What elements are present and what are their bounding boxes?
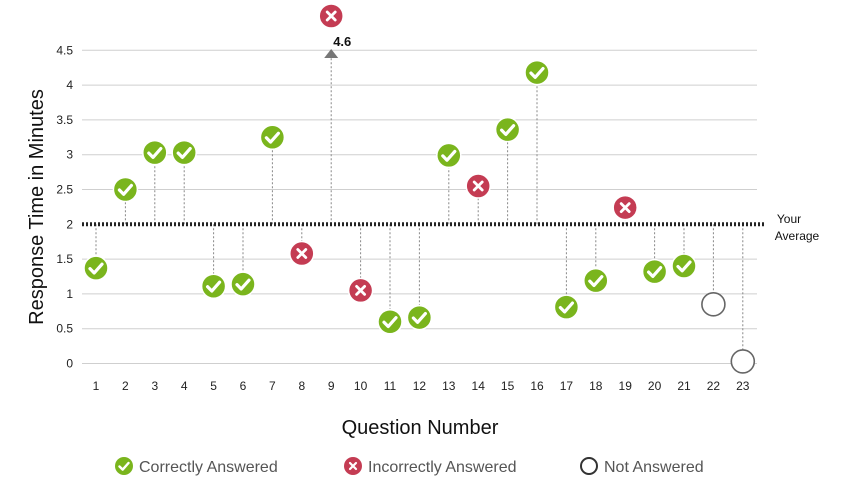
point-q19-x-circle-icon bbox=[612, 194, 638, 221]
x-tick-label: 20 bbox=[648, 379, 662, 393]
point-q4-check-circle-icon bbox=[171, 139, 197, 166]
point-q16-check-circle-icon bbox=[524, 59, 550, 86]
point-q6-check-circle-icon bbox=[230, 271, 256, 297]
y-tick-label: 1.5 bbox=[56, 252, 73, 266]
point-q21-check-circle-icon bbox=[671, 253, 697, 279]
point-q1-check-circle-icon bbox=[83, 255, 109, 281]
overflow-arrow bbox=[324, 49, 339, 58]
point-q22-empty-circle-icon bbox=[701, 292, 726, 317]
point-q7-check-circle-icon bbox=[259, 124, 286, 151]
point-q17-check-circle-icon bbox=[553, 294, 580, 320]
overflow-value-label: 4.6 bbox=[333, 34, 351, 49]
empty-circle-icon bbox=[580, 457, 598, 475]
point-q14-x-circle-icon bbox=[465, 173, 491, 199]
y-tick-label: 4.5 bbox=[56, 43, 73, 57]
point-q12-check-circle-icon bbox=[406, 304, 433, 331]
x-tick-label: 6 bbox=[240, 379, 247, 393]
legend: Correctly Answered Incorrectly Answered No… bbox=[115, 457, 704, 476]
x-tick-label: 1 bbox=[93, 379, 100, 393]
point-q8-x-circle-icon bbox=[289, 240, 315, 267]
x-tick-label: 15 bbox=[501, 379, 515, 393]
point-q20-check-circle-icon bbox=[641, 258, 668, 285]
point-q2-check-circle-icon bbox=[112, 176, 139, 203]
legend-item-correct: Correctly Answered bbox=[115, 457, 278, 476]
x-tick-label: 23 bbox=[736, 379, 750, 393]
x-tick-label: 19 bbox=[619, 379, 633, 393]
x-tick-label: 3 bbox=[151, 379, 158, 393]
legend-label: Not Answered bbox=[604, 459, 704, 476]
point-q10-x-circle-icon bbox=[347, 277, 374, 304]
x-axis-label: Question Number bbox=[342, 417, 499, 439]
point-q11-check-circle-icon bbox=[377, 308, 403, 335]
point-q9-x-circle-icon bbox=[318, 3, 344, 29]
point-q5-check-circle-icon bbox=[200, 273, 227, 299]
y-tick-label: 2.5 bbox=[56, 183, 73, 197]
point-q18-check-circle-icon bbox=[583, 267, 609, 294]
x-tick-label: 8 bbox=[298, 379, 305, 393]
average-label-line1: Your bbox=[777, 212, 801, 226]
y-tick-label: 3 bbox=[66, 148, 73, 162]
point-q3-check-circle-icon bbox=[142, 139, 168, 166]
y-tick-label: 3.5 bbox=[56, 113, 73, 127]
legend-label: Incorrectly Answered bbox=[368, 459, 517, 476]
average-line-group: 4.6 bbox=[82, 34, 765, 227]
x-tick-label: 2 bbox=[122, 379, 129, 393]
legend-item-incorrect: Incorrectly Answered bbox=[344, 457, 517, 476]
y-tick-label: 0 bbox=[66, 357, 73, 371]
legend-label: Correctly Answered bbox=[139, 459, 278, 476]
x-tick-label: 13 bbox=[442, 379, 456, 393]
x-axis-ticks: 1 2 3 4 5 6 7 8 9 10 11 12 13 14 15 16 17 18 19 20 21 22 23 bbox=[93, 379, 750, 393]
x-tick-label: 5 bbox=[210, 379, 217, 393]
y-tick-label: 1 bbox=[66, 287, 73, 301]
y-tick-label: 4 bbox=[66, 78, 73, 92]
legend-item-not_answered: Not Answered bbox=[580, 457, 704, 476]
x-tick-label: 4 bbox=[181, 379, 188, 393]
x-tick-label: 18 bbox=[589, 379, 603, 393]
x-tick-label: 11 bbox=[384, 379, 397, 393]
y-tick-label: 0.5 bbox=[56, 322, 73, 336]
x-tick-label: 10 bbox=[354, 379, 368, 393]
y-tick-label: 2 bbox=[66, 217, 73, 231]
x-tick-label: 7 bbox=[269, 379, 276, 393]
x-tick-label: 12 bbox=[413, 379, 427, 393]
y-axis-label: Response Time in Minutes bbox=[26, 89, 48, 325]
x-tick-label: 22 bbox=[707, 379, 721, 393]
y-axis-ticks: 0 0.5 1 1.5 2 2.5 3 3.5 4 4.5 bbox=[56, 43, 73, 370]
point-q13-check-circle-icon bbox=[436, 142, 462, 169]
x-tick-label: 9 bbox=[328, 379, 335, 393]
point-q23-empty-circle-icon bbox=[730, 349, 756, 374]
average-label-line2: Average bbox=[775, 229, 820, 243]
point-q15-check-circle-icon bbox=[494, 116, 521, 143]
data-points bbox=[83, 3, 756, 374]
x-tick-label: 17 bbox=[560, 379, 574, 393]
check-circle-icon bbox=[115, 457, 133, 475]
x-tick-label: 14 bbox=[472, 379, 486, 393]
x-tick-label: 16 bbox=[530, 379, 544, 393]
x-tick-label: 21 bbox=[677, 379, 691, 393]
